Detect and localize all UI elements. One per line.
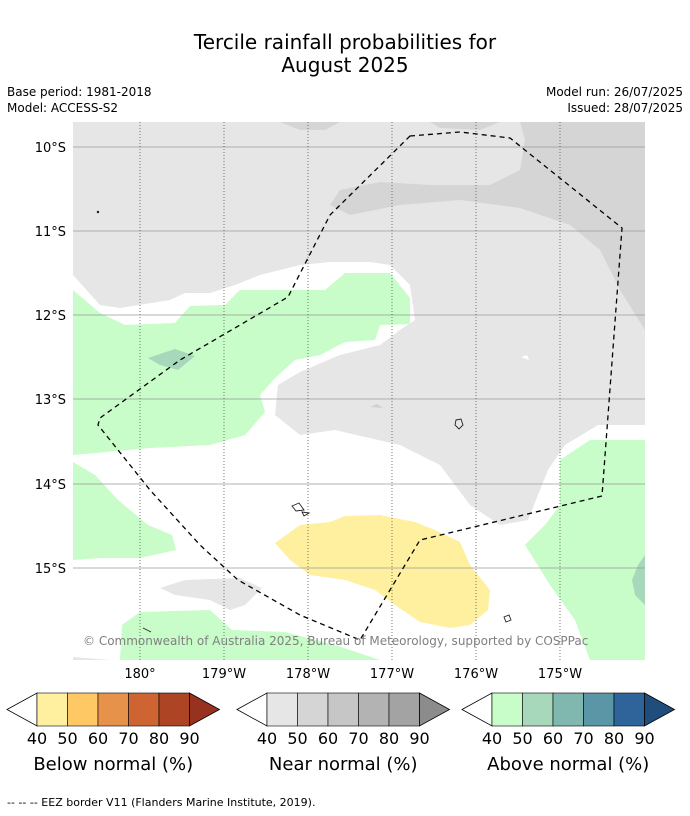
colorbar-swatch	[158, 692, 190, 727]
island	[503, 614, 512, 623]
colorbar-1: 40 50 60 70 80 90 Below normal (%)	[6, 692, 221, 775]
colorbar-tick-label: 50	[57, 729, 77, 748]
colorbar-under-arrow	[6, 692, 38, 727]
meta-left: Base period: 1981-2018 Model: ACCESS-S2	[7, 84, 152, 116]
colorbar-tick-label: 80	[149, 729, 169, 748]
colorbar-title: Below normal (%)	[33, 754, 193, 775]
colorbar-tick-label: 40	[257, 729, 277, 748]
colorbar-tick-label: 60	[88, 729, 108, 748]
longitude-labels: 180° 179°W 178°W 177°W 176°W 175°W	[124, 667, 582, 682]
island	[142, 627, 152, 633]
base-period: Base period: 1981-2018	[7, 85, 152, 99]
latitude-gridlines	[73, 146, 645, 569]
copyright-text: © Commonwealth of Australia 2025, Bureau…	[83, 634, 588, 648]
colorbar-tick-label: 40	[27, 729, 47, 748]
colorbar-tick-label: 80	[604, 729, 624, 748]
colorbar-swatch	[36, 692, 68, 727]
lon-label: 179°W	[202, 667, 246, 682]
colorbar-tick-label: 70	[573, 729, 593, 748]
colorbar-swatch	[128, 692, 160, 727]
colorbar-over-arrow	[644, 692, 676, 727]
colorbar-swatch	[491, 692, 523, 727]
latitude-labels: 10°S 11°S 12°S 13°S 14°S 15°S	[35, 141, 66, 577]
colorbar-tick-label: 90	[409, 729, 429, 748]
colorbar-tick-label: 60	[543, 729, 563, 748]
colorbar-swatch	[552, 692, 584, 727]
near-normal-50-patch	[430, 122, 500, 130]
model-run: Model run: 26/07/2025	[545, 85, 683, 99]
chart-title: Tercile rainfall probabilities for Augus…	[0, 31, 690, 77]
title-line-2: August 2025	[281, 53, 409, 77]
colorbar-tick-label: 50	[512, 729, 532, 748]
lon-label: 175°W	[538, 667, 582, 682]
colorbar-over-arrow	[419, 692, 451, 727]
above-normal-40-region-south	[120, 610, 380, 660]
colorbar-tick-label: 90	[179, 729, 199, 748]
colorbar-swatch	[67, 692, 99, 727]
above-normal-40-region-east	[525, 440, 645, 660]
colorbar-tick-label: 40	[482, 729, 502, 748]
lat-label: 14°S	[35, 478, 66, 493]
colorbar-title: Near normal (%)	[269, 754, 418, 775]
above-normal-40-region-west	[73, 273, 410, 455]
colorbar-swatch	[358, 692, 390, 727]
colorbar-legends: 40 50 60 70 80 90 Below normal (%) 40 50 60 70 80 90…	[6, 692, 676, 775]
colorbar-tick-label: 50	[287, 729, 307, 748]
colorbar-swatch	[388, 692, 420, 727]
colorbar-under-arrow	[461, 692, 493, 727]
island-mask	[521, 355, 529, 360]
near-normal-50-region	[330, 122, 645, 330]
above-normal-50-patch	[148, 349, 195, 370]
model-name: Model: ACCESS-S2	[7, 101, 119, 115]
colorbar-over-arrow	[189, 692, 221, 727]
colorbar-swatch	[297, 692, 329, 727]
above-normal-40-region-southwest	[73, 462, 176, 560]
colorbar-swatch	[522, 692, 554, 727]
meta-right: Model run: 26/07/2025 Issued: 28/07/2025	[546, 84, 683, 116]
island	[454, 418, 464, 430]
near-normal-40-south-patch	[73, 657, 110, 660]
map-plot-area: © Commonwealth of Australia 2025, Bureau…	[73, 122, 645, 660]
island	[301, 511, 311, 517]
lon-label: 178°W	[286, 667, 330, 682]
lat-label: 11°S	[35, 225, 66, 240]
colorbar-swatch	[613, 692, 645, 727]
colorbar-tick-label: 70	[348, 729, 368, 748]
below-normal-40-region	[275, 515, 490, 628]
colorbar-tick-label: 90	[634, 729, 654, 748]
colorbar-tick-label: 80	[379, 729, 399, 748]
colorbar-2: 40 50 60 70 80 90 Near normal (%)	[236, 692, 451, 775]
colorbar-swatch	[327, 692, 359, 727]
near-normal-50-patch	[280, 122, 340, 130]
colorbar-tick-label: 60	[318, 729, 338, 748]
shoal	[370, 404, 383, 408]
lat-label: 13°S	[35, 393, 66, 408]
lon-label: 176°W	[454, 667, 498, 682]
colorbar-swatch	[97, 692, 129, 727]
island	[291, 502, 305, 512]
title-line-1: Tercile rainfall probabilities for	[193, 30, 497, 54]
lat-label: 12°S	[35, 309, 66, 324]
lon-label: 177°W	[370, 667, 414, 682]
islands	[96, 210, 512, 633]
near-normal-40-region	[73, 122, 645, 525]
lat-label: 10°S	[35, 141, 66, 156]
colorbar-swatch	[583, 692, 615, 727]
above-normal-50-patch-east	[632, 555, 645, 605]
near-normal-40-south-patch	[160, 578, 262, 610]
lat-label: 15°S	[35, 562, 66, 577]
colorbar-under-arrow	[236, 692, 268, 727]
lon-label: 180°	[124, 667, 155, 682]
colorbar-swatch	[266, 692, 298, 727]
issued-date: Issued: 28/07/2025	[567, 101, 683, 115]
eez-footnote: -- -- -- EEZ border V11 (Flanders Marine…	[7, 796, 316, 809]
colorbar-3: 40 50 60 70 80 90 Above normal (%)	[461, 692, 676, 775]
colorbar-title: Above normal (%)	[487, 754, 649, 775]
island	[96, 210, 100, 214]
colorbar-tick-label: 70	[118, 729, 138, 748]
